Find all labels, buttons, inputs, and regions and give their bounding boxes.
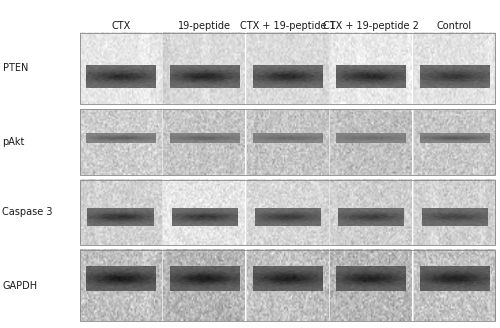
Text: CTX + 19-peptide 1: CTX + 19-peptide 1 (240, 21, 336, 31)
Bar (80, 109, 495, 174)
Text: PTEN: PTEN (2, 63, 28, 73)
Text: Control: Control (436, 21, 472, 31)
Text: Caspase 3: Caspase 3 (2, 207, 53, 217)
Bar (80, 179, 495, 245)
Text: 19-peptide: 19-peptide (178, 21, 231, 31)
Text: GAPDH: GAPDH (2, 281, 37, 291)
Text: CTX + 19-peptide 2: CTX + 19-peptide 2 (323, 21, 419, 31)
Text: pAkt: pAkt (2, 137, 25, 147)
Bar (80, 250, 495, 321)
Text: CTX: CTX (111, 21, 130, 31)
Bar (80, 33, 495, 104)
